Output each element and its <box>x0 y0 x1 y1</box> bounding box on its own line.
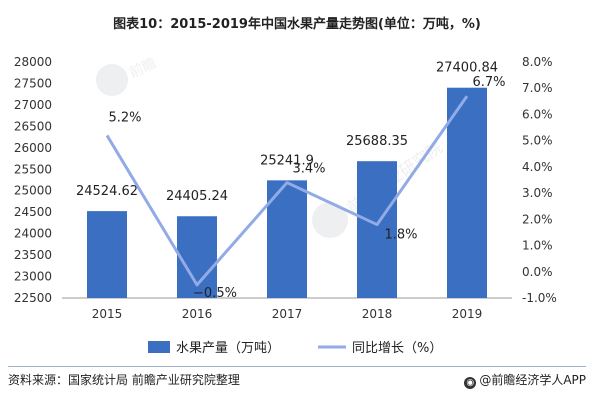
right-axis-tick-label: 4.0% <box>522 160 553 174</box>
left-axis-tick-label: 25500 <box>14 162 52 176</box>
right-axis-tick-label: 0.0% <box>522 265 553 279</box>
line-value-label: 5.2% <box>108 110 141 125</box>
line-value-label: −0.5% <box>193 286 237 301</box>
svg-text:前瞻: 前瞻 <box>127 54 160 81</box>
legend-label-line: 同比增长（%） <box>352 341 442 356</box>
bar-value-label: 24405.24 <box>166 189 228 204</box>
left-axis-tick-label: 28000 <box>14 55 52 69</box>
left-axis-tick-label: 24000 <box>14 227 52 241</box>
right-axis-tick-label: -1.0% <box>522 291 557 305</box>
source-note: 资料来源：国家统计局 前瞻产业研究院整理 <box>8 373 240 387</box>
legend-label-bar: 水果产量（万吨） <box>176 341 280 356</box>
growth-line <box>105 95 469 287</box>
bar-value-label: 27400.84 <box>436 61 498 76</box>
right-axis-tick-label: 1.0% <box>522 239 553 253</box>
right-axis-tick-label: 6.0% <box>522 107 553 121</box>
left-axis-tick-label: 25000 <box>14 184 52 198</box>
footer-divider <box>8 366 586 367</box>
chart-title: 图表10：2015-2019年中国水果产量走势图(单位：万吨，%) <box>113 17 481 32</box>
x-axis-tick-label: 2016 <box>182 307 213 321</box>
left-axis-tick-label: 27500 <box>14 76 52 90</box>
left-axis-tick-label: 24500 <box>14 205 52 219</box>
right-axis-tick-label: 2.0% <box>522 212 553 226</box>
footer-brand-text: @前瞻经济学人APP <box>479 373 586 387</box>
bar-2019 <box>447 87 487 298</box>
x-axis-tick-label: 2015 <box>92 307 123 321</box>
bar-value-label: 24524.62 <box>76 184 138 199</box>
bar-2018 <box>357 161 397 298</box>
left-axis-tick-label: 22500 <box>14 291 52 305</box>
right-axis-tick-label: 7.0% <box>522 81 553 95</box>
left-axis-tick-label: 26000 <box>14 141 52 155</box>
right-axis-tick-label: 5.0% <box>522 134 553 148</box>
x-axis-tick-label: 2019 <box>452 307 483 321</box>
brand-logo-icon: ◉ <box>464 377 477 389</box>
bar-value-label: 25688.35 <box>346 134 408 149</box>
line-value-label: 6.7% <box>472 75 505 90</box>
right-axis-tick-label: 3.0% <box>522 186 553 200</box>
legend-swatch-bar <box>148 341 170 353</box>
x-axis-tick-label: 2017 <box>272 307 303 321</box>
right-axis-tick-label: 8.0% <box>522 55 553 69</box>
left-axis-tick-label: 23500 <box>14 248 52 262</box>
left-axis-tick-label: 26500 <box>14 119 52 133</box>
x-axis-tick-label: 2018 <box>362 307 393 321</box>
footer-brand: ◉ @前瞻经济学人APP <box>464 371 586 389</box>
bar-2015 <box>87 211 127 298</box>
line-value-label: 3.4% <box>292 162 325 177</box>
line-value-label: 1.8% <box>384 228 417 243</box>
left-axis-tick-label: 23000 <box>14 270 52 284</box>
left-axis-tick-label: 27000 <box>14 98 52 112</box>
bar-value-label: 25241.9 <box>260 153 314 168</box>
